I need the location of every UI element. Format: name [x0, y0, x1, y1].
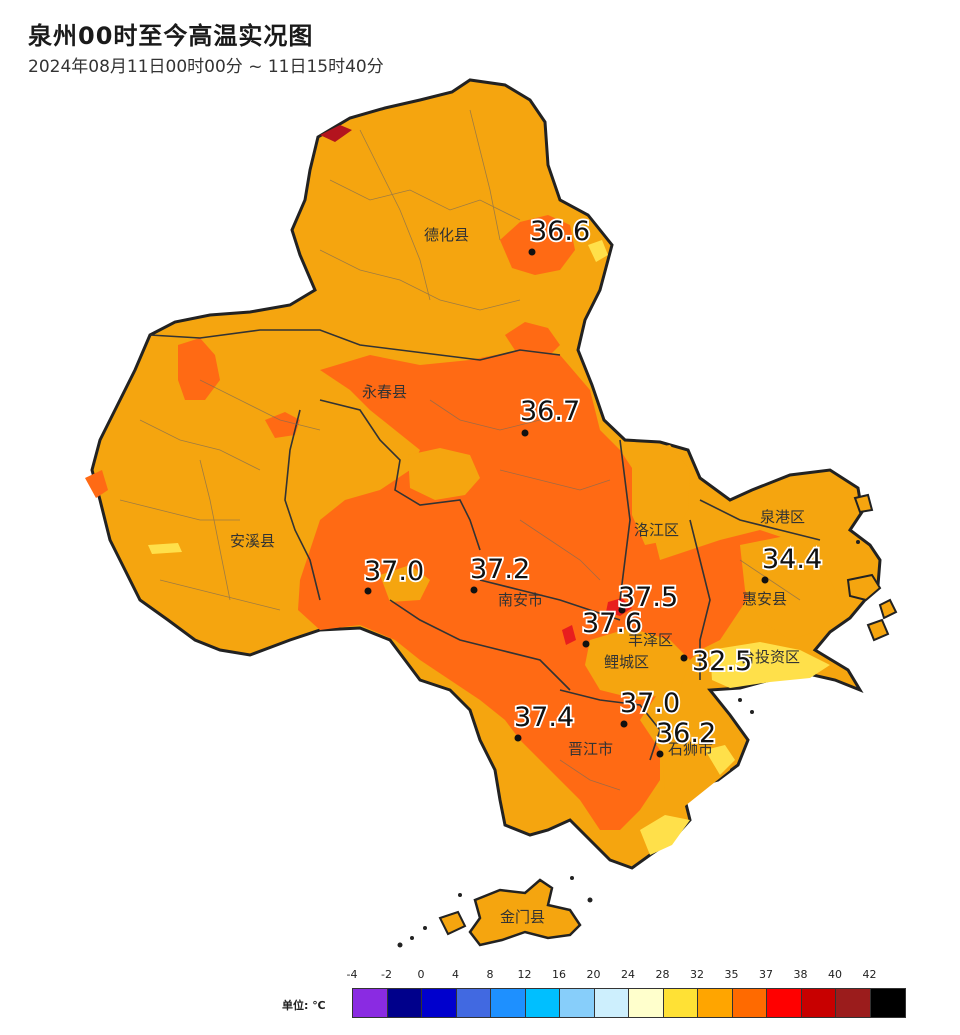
temp-value-taishang: 32.5 — [692, 646, 752, 677]
zone-28-32-south — [640, 815, 690, 855]
station-dot-nanan-s — [514, 734, 522, 742]
zone-37-38-nanan — [562, 625, 576, 645]
legend-swatch — [629, 989, 664, 1017]
temp-value-licheng: 37.6 — [582, 608, 642, 639]
legend-swatch — [801, 989, 836, 1017]
map-title: 泉州00时至今高温实况图 — [28, 22, 314, 50]
legend-swatch — [491, 989, 526, 1017]
legend-tick-label: 16 — [552, 968, 566, 981]
legend-tick-label: -4 — [346, 968, 358, 981]
station-dot-anxi — [364, 587, 372, 595]
legend-colorbar — [352, 988, 906, 1018]
zone-32-35-huian — [740, 535, 840, 640]
zone-32-35-luojiang — [632, 445, 690, 545]
township-borders — [119, 109, 801, 791]
station-dot-nanan — [470, 586, 478, 594]
legend-swatch — [698, 989, 733, 1017]
legend-swatch — [732, 989, 767, 1017]
legend-swatch — [560, 989, 595, 1017]
region-label-luojiang: 洛江区 — [634, 521, 679, 539]
legend-swatch — [353, 989, 388, 1017]
legend-tick-label: 38 — [793, 968, 808, 981]
legend-unit: 单位: ℃ — [282, 999, 326, 1012]
region-label-anxi: 安溪县 — [230, 532, 275, 550]
station-dot-taishang — [680, 654, 688, 662]
legend-tick-label: 20 — [586, 968, 601, 981]
legend-tick-label: 12 — [517, 968, 532, 981]
zone-32-35-anxi-west — [380, 565, 430, 602]
region-label-jinmen: 金门县 — [500, 908, 545, 926]
county-borders — [149, 329, 821, 761]
legend-swatch — [456, 989, 491, 1017]
legend-tick-label: 32 — [690, 968, 704, 981]
zone-35-37-anxi-spot — [265, 412, 300, 438]
legend-tick-label: 28 — [655, 968, 670, 981]
legend-tick-label: 40 — [828, 968, 842, 981]
scattered-dots — [397, 540, 860, 948]
region-label-dehua: 德化县 — [424, 226, 469, 244]
legend-swatch — [525, 989, 560, 1017]
zone-32-35-jinjiang-east — [660, 720, 730, 810]
region-label-huian: 惠安县 — [742, 590, 787, 608]
legend-swatch — [594, 989, 629, 1017]
legend-tick-label: 4 — [452, 968, 459, 981]
legend-swatch — [387, 989, 422, 1017]
station-dot-yongchun — [521, 429, 529, 437]
region-label-quangang: 泉港区 — [760, 508, 805, 526]
temp-value-luojiang: 37.5 — [618, 582, 678, 613]
region-label-fengze: 丰泽区 — [628, 631, 673, 649]
station-dot-licheng — [582, 640, 590, 648]
temp-value-dehua: 36.6 — [530, 216, 590, 247]
station-dots — [364, 248, 769, 758]
temp-value-nanan: 37.2 — [470, 554, 530, 585]
temp-value-anxi: 37.0 — [364, 556, 424, 587]
legend-tick-label: 8 — [486, 968, 494, 981]
zone-35-37-dehua — [500, 215, 575, 275]
zone-28-32-taishang — [710, 642, 830, 688]
region-label-taishang: 台投资区 — [740, 648, 800, 666]
legend-swatch — [767, 989, 802, 1017]
zone-37-38-northwest — [320, 125, 352, 142]
temp-value-jinjiang: 37.0 — [620, 688, 680, 719]
jinmen-islet — [438, 910, 467, 936]
zone-28-32-dehua-spot — [588, 240, 608, 262]
legend-swatch — [870, 989, 905, 1017]
temp-value-shishi: 36.2 — [656, 718, 716, 749]
coastal-islands — [846, 493, 898, 642]
legend-tick-label: 35 — [724, 968, 739, 981]
temp-value-nanan-s: 37.4 — [514, 702, 574, 733]
station-dot-jinjiang — [620, 720, 628, 728]
region-label-licheng: 鲤城区 — [604, 653, 649, 671]
legend-swatch — [663, 989, 698, 1017]
temp-value-huian: 34.4 — [762, 544, 822, 575]
region-label-nanan: 南安市 — [498, 591, 543, 609]
region-label-jinjiang: 晋江市 — [568, 740, 613, 758]
region-label-yongchun: 永春县 — [362, 383, 407, 401]
map-subtitle: 2024年08月11日00时00分 ~ 11日15时40分 — [28, 57, 384, 77]
zone-35-37-west-edge — [85, 470, 108, 498]
jinmen-island — [468, 878, 582, 947]
legend-tick-label: 0 — [417, 968, 425, 981]
zone-28-32-anxi-spot — [148, 543, 182, 554]
legend-ticks: -4 -2 0 4 8 12 16 20 24 28 32 35 37 38 40 42 — [346, 968, 928, 984]
temp-value-yongchun: 36.7 — [520, 396, 580, 427]
legend-tick-label: -2 — [381, 968, 392, 981]
station-dot-huian — [761, 576, 769, 584]
zone-32-35-city — [585, 628, 690, 700]
legend-tick-label: 42 — [862, 968, 877, 981]
legend-swatch — [836, 989, 871, 1017]
zone-37-38-licheng — [606, 598, 632, 616]
zone-32-35-yongchun-inner — [408, 448, 480, 500]
zone-28-32-shishi — [705, 745, 735, 775]
region-label-shishi: 石狮市 — [668, 740, 713, 758]
legend-tick-label: 37 — [759, 968, 773, 981]
legend-tick-label: 24 — [621, 968, 635, 981]
station-dot-shishi — [656, 750, 664, 758]
station-dot-luojiang — [618, 606, 626, 614]
station-dot-dehua — [528, 248, 536, 256]
legend-swatch — [422, 989, 457, 1017]
